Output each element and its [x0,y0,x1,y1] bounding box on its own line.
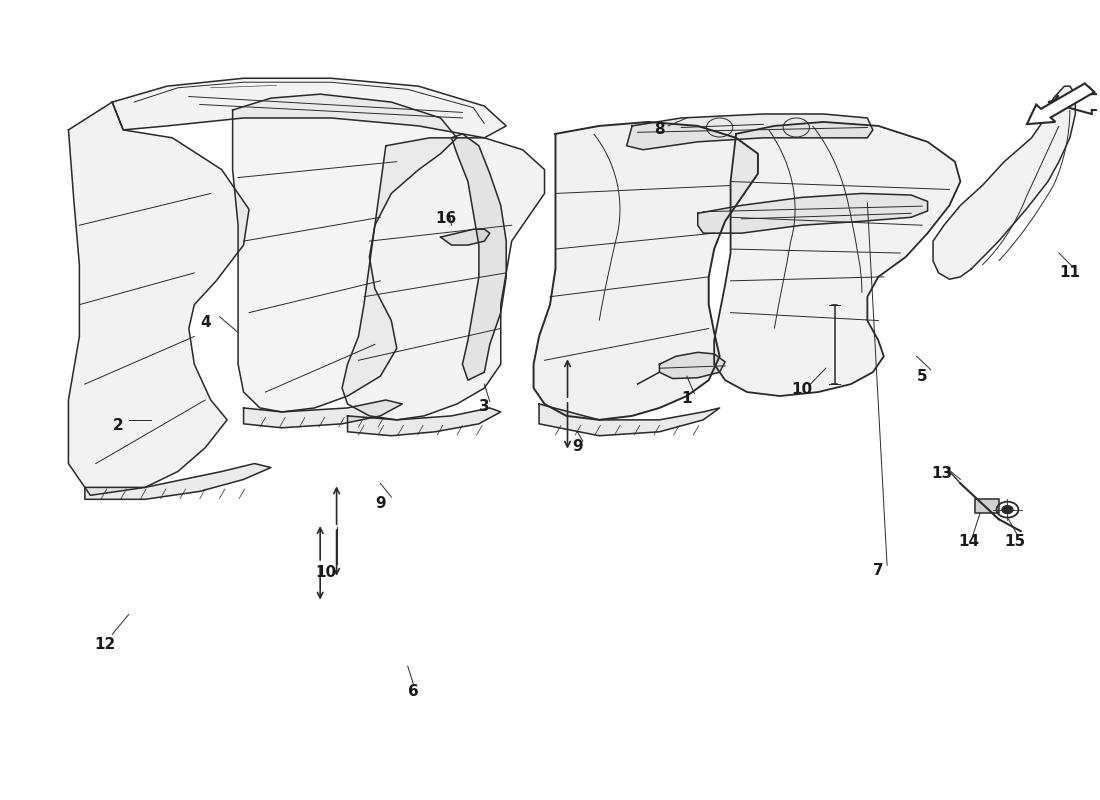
Text: 13: 13 [932,466,953,481]
Polygon shape [697,194,927,233]
Text: 3: 3 [478,399,490,414]
Polygon shape [342,138,544,420]
Polygon shape [933,86,1076,279]
Text: 11: 11 [1059,266,1080,280]
Polygon shape [348,408,500,436]
Polygon shape [441,229,490,245]
Text: 15: 15 [1004,534,1025,549]
Text: 5: 5 [916,369,927,384]
Text: 7: 7 [873,563,883,578]
Polygon shape [68,102,249,495]
Polygon shape [714,122,960,396]
Text: 16: 16 [436,211,456,226]
Text: 2: 2 [112,418,123,433]
Text: 6: 6 [408,684,419,699]
Polygon shape [112,78,506,138]
Text: 12: 12 [94,637,115,652]
Text: 9: 9 [572,438,583,454]
Polygon shape [85,463,271,499]
Polygon shape [534,122,758,420]
Polygon shape [451,134,506,380]
Text: 4: 4 [200,314,210,330]
Polygon shape [539,404,719,436]
Circle shape [1002,506,1013,514]
Polygon shape [659,352,725,378]
FancyArrow shape [1027,83,1094,124]
Text: 14: 14 [958,534,980,549]
Polygon shape [243,400,403,428]
Text: 9: 9 [375,496,386,510]
Text: 10: 10 [315,565,337,580]
Text: 1: 1 [682,391,692,406]
Text: 10: 10 [791,382,812,397]
Polygon shape [232,94,456,412]
Bar [975,498,999,513]
Polygon shape [627,114,873,150]
Text: 8: 8 [654,122,664,138]
